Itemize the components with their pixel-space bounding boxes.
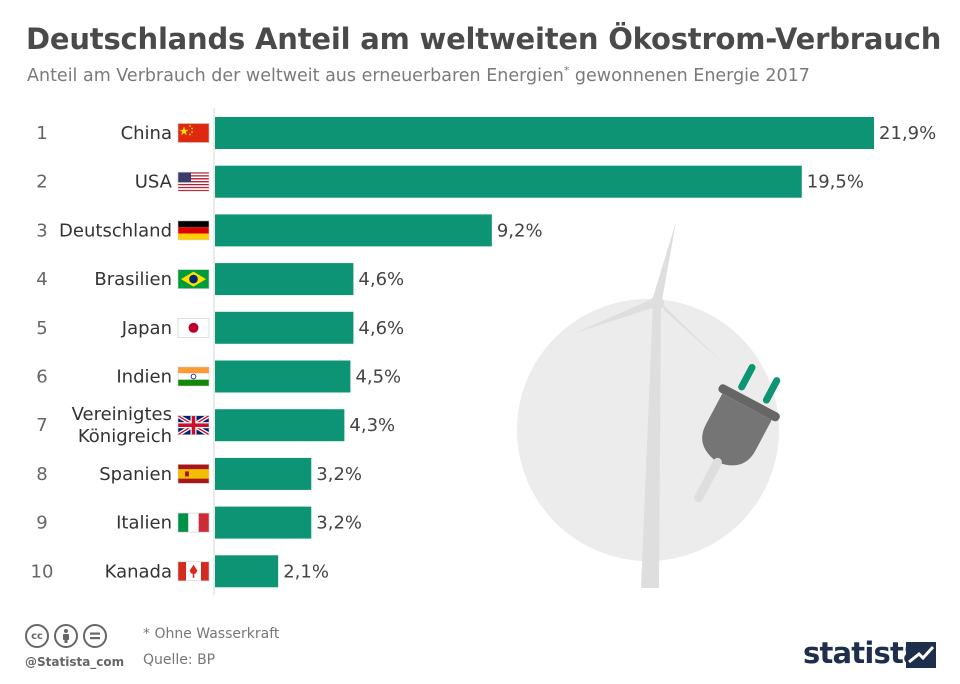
rank-label: 10 — [31, 561, 54, 582]
flag-india — [177, 366, 210, 387]
bar-row: 5 Japan 4,6% — [36, 311, 404, 344]
bar-row: 9 Italien 3,2% — [36, 506, 362, 539]
bar — [215, 360, 351, 393]
by-icon — [54, 624, 78, 648]
category-label: Königreich — [78, 426, 172, 447]
flag-japan — [177, 317, 210, 338]
turbine-blade — [653, 222, 676, 300]
value-label: 2,1% — [283, 561, 329, 582]
rank-label: 8 — [36, 464, 47, 485]
turbine-blade — [662, 304, 724, 364]
turbine-tower — [641, 302, 661, 588]
flag-brazil — [177, 269, 210, 289]
plug-prong — [738, 364, 756, 391]
value-label: 3,2% — [316, 464, 362, 485]
category-label: Kanada — [105, 561, 172, 582]
bar — [215, 457, 312, 490]
bar-row: 4 Brasilien 4,6% — [36, 263, 404, 296]
bar — [215, 165, 802, 198]
turbine-blade — [575, 300, 652, 333]
category-label: Spanien — [99, 464, 172, 485]
flag-italy — [177, 512, 210, 533]
category-label: Vereinigtes — [72, 404, 172, 425]
bar-row: 6 Indien 4,5% — [36, 360, 401, 393]
statista-logo-text: statista — [803, 636, 923, 670]
bar — [215, 117, 874, 149]
chart-subtitle: Anteil am Verbrauch der weltweit aus ern… — [27, 64, 810, 86]
rank-label: 9 — [36, 513, 47, 534]
bar — [215, 214, 492, 247]
bar — [215, 409, 345, 442]
category-label: Deutschland — [59, 220, 172, 241]
turbine-hub — [650, 296, 664, 310]
value-label: 4,3% — [349, 415, 395, 436]
category-label: Italien — [116, 513, 172, 534]
category-label: Japan — [121, 318, 172, 339]
flag-china — [177, 123, 210, 143]
value-label: 4,6% — [358, 318, 404, 339]
bar-row: 3 Deutschland 9,2% — [36, 214, 543, 247]
plug-body — [702, 393, 772, 466]
plug-icon — [694, 364, 781, 503]
flag-germany — [177, 220, 210, 241]
bar — [215, 506, 312, 539]
statista-logo-icon — [906, 642, 936, 668]
plug-top — [718, 384, 780, 422]
rank-label: 4 — [36, 269, 47, 290]
value-label: 4,6% — [358, 269, 404, 290]
value-label: 4,5% — [355, 367, 401, 388]
rank-label: 1 — [36, 123, 47, 144]
value-label: 19,5% — [807, 172, 864, 193]
footnote: * Ohne Wasserkraft — [143, 626, 280, 642]
flag-usa — [177, 171, 210, 192]
category-label: Brasilien — [94, 269, 172, 290]
bar-chart: 1 China 21,9% 2 USA 19,5% 3 Deutschland 9,2% 4 Bra… — [31, 108, 936, 595]
value-label: 9,2% — [497, 220, 543, 241]
bar-row: 1 China 21,9% — [36, 117, 936, 149]
category-label: China — [121, 123, 172, 144]
wind-turbine-plug-illustration — [517, 222, 781, 588]
rank-label: 3 — [36, 220, 47, 241]
plug-cable — [694, 457, 722, 503]
nd-icon — [83, 624, 107, 648]
value-label: 21,9% — [879, 123, 936, 144]
rank-label: 5 — [36, 318, 47, 339]
flag-uk — [176, 413, 211, 437]
source-note: Quelle: BP — [143, 652, 216, 668]
rank-label: 7 — [36, 415, 47, 436]
license-icons: cc — [25, 624, 107, 648]
bar — [215, 263, 354, 296]
bar — [215, 555, 279, 588]
bar — [215, 311, 354, 344]
bar-row: 8 Spanien 3,2% — [36, 457, 362, 490]
statista-handle: @Statista_com — [25, 655, 125, 669]
rank-label: 2 — [36, 172, 47, 193]
rank-label: 6 — [36, 367, 47, 388]
flag-spain — [177, 464, 210, 484]
bar-row: 10 Kanada 2,1% — [31, 555, 329, 588]
plug-prong — [762, 377, 781, 404]
bar-row: 2 USA 19,5% — [36, 165, 864, 198]
chart-title: Deutschlands Anteil am weltweiten Ökostr… — [26, 22, 942, 56]
category-label: USA — [135, 172, 173, 193]
flag-canada — [177, 561, 210, 582]
value-label: 3,2% — [316, 513, 362, 534]
cc-icon: cc — [25, 624, 49, 648]
category-label: Indien — [116, 367, 172, 388]
